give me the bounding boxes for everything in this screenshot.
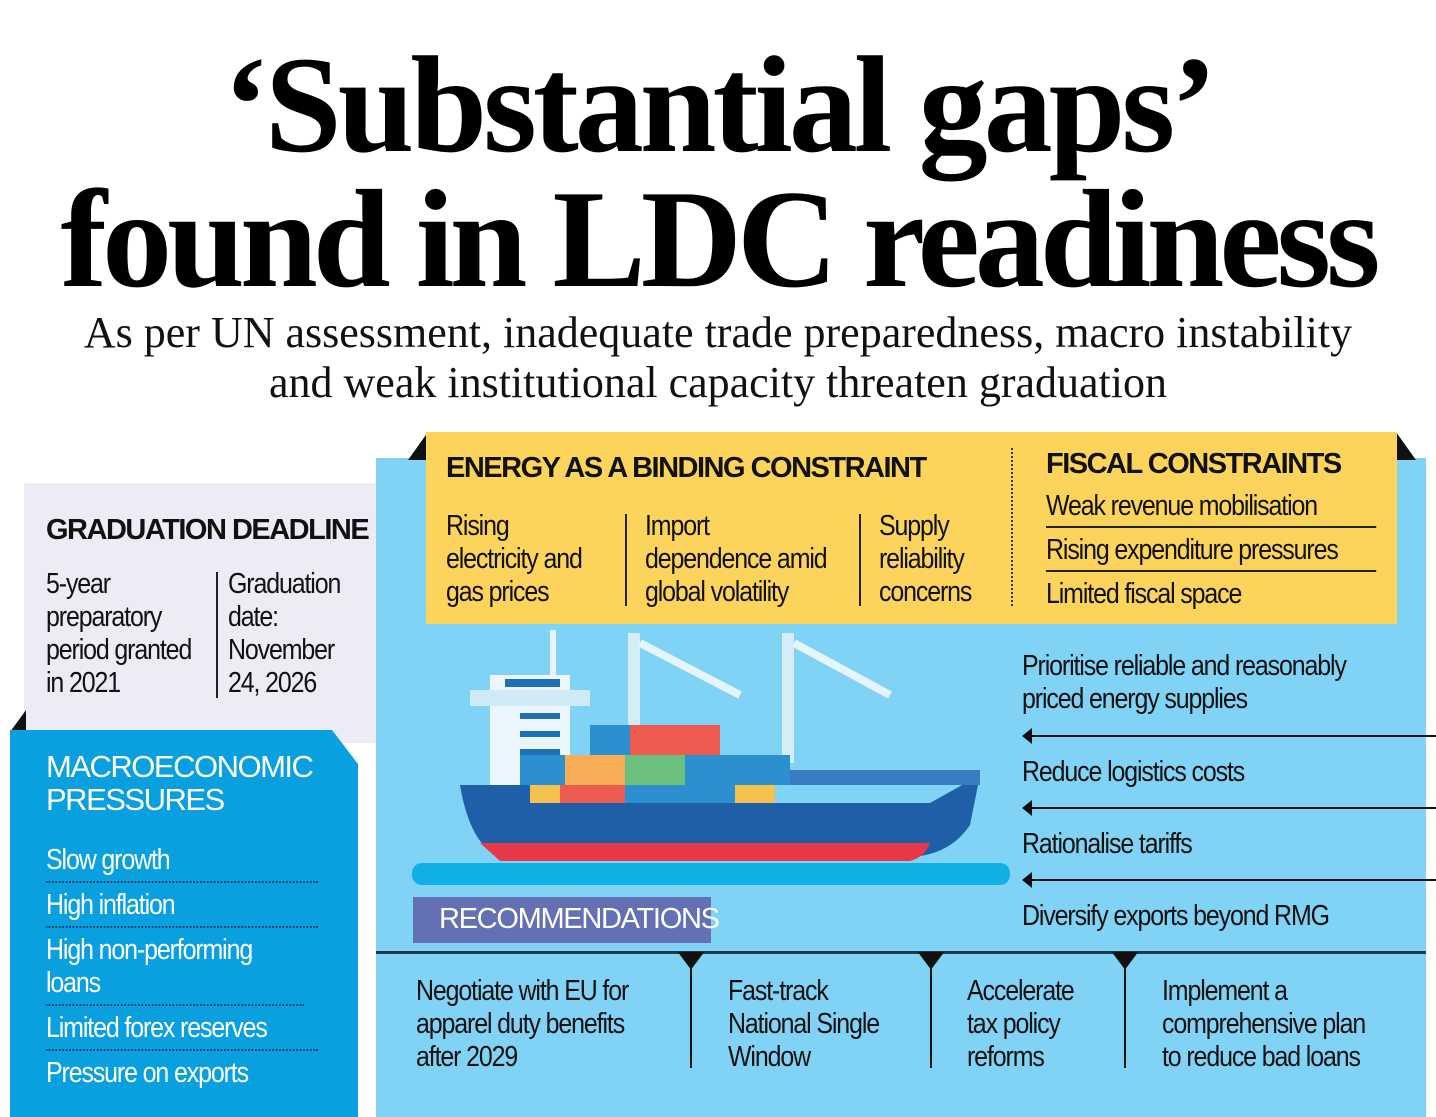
graduation-left: 5-year preparatory period granted in 202… bbox=[46, 568, 192, 700]
headline-line-1: ‘Substantial gaps’ bbox=[222, 28, 1217, 181]
macro-item: Limited forex reserves bbox=[46, 1006, 318, 1051]
text-line: Prioritise reliable and reasonably bbox=[1022, 650, 1347, 682]
graduation-panel bbox=[24, 483, 384, 743]
energy-fiscal-panel bbox=[426, 432, 1397, 624]
macro-heading: MACROECONOMIC PRESSURES bbox=[46, 749, 314, 817]
text-line: date: bbox=[228, 601, 279, 633]
text-line: Import bbox=[645, 510, 710, 542]
text-line: comprehensive plan bbox=[1162, 1008, 1366, 1040]
text-line: electricity and bbox=[446, 543, 583, 575]
energy-col-3: Supply reliability concerns bbox=[879, 510, 972, 609]
text-line: period granted bbox=[46, 634, 192, 666]
text-line: priced energy supplies bbox=[1022, 683, 1248, 715]
divider bbox=[216, 572, 218, 698]
divider bbox=[859, 514, 861, 606]
fiscal-item: Weak revenue mobilisation bbox=[1046, 490, 1377, 528]
energy-col-1: Rising electricity and gas prices bbox=[446, 510, 583, 609]
text-line: after 2029 bbox=[416, 1041, 518, 1073]
fold-corner-icon bbox=[10, 710, 26, 732]
graduation-right: Graduation date: November 24, 2026 bbox=[228, 568, 341, 700]
fiscal-item: Limited fiscal space bbox=[1046, 578, 1242, 610]
rec-tariffs: Rationalise tariffs bbox=[1022, 828, 1193, 860]
rec-exports: Diversify exports beyond RMG bbox=[1022, 900, 1330, 932]
arrow-lines bbox=[1022, 728, 1436, 888]
subtitle-line-2: and weak institutional capacity threaten… bbox=[268, 358, 1167, 407]
heading-line: MACROECONOMIC bbox=[46, 749, 314, 784]
text-line: dependence amid bbox=[645, 543, 828, 575]
macro-item: Slow growth bbox=[46, 844, 318, 883]
graduation-heading: GRADUATION DEADLINE bbox=[46, 514, 370, 546]
subtitle-line-1: As per UN assessment, inadequate trade p… bbox=[83, 308, 1353, 357]
fiscal-list: Weak revenue mobilisation Rising expendi… bbox=[1046, 490, 1377, 611]
text-line: in 2021 bbox=[46, 667, 121, 699]
container-ship-illustration bbox=[412, 630, 1010, 885]
macro-item: Pressure on exports bbox=[46, 1057, 249, 1089]
heading-line: PRESSURES bbox=[46, 782, 225, 817]
text-line: Supply bbox=[879, 510, 950, 542]
divider bbox=[625, 514, 627, 606]
text-line: Accelerate bbox=[967, 975, 1075, 1007]
rec-logistics: Reduce logistics costs bbox=[1022, 756, 1245, 788]
rec-energy: Prioritise reliable and reasonably priced… bbox=[1022, 650, 1347, 716]
text-line: reforms bbox=[967, 1041, 1045, 1073]
recommendation-3: Accelerate tax policy reforms bbox=[967, 975, 1075, 1074]
recommendation-4: Implement a comprehensive plan to reduce b… bbox=[1162, 975, 1366, 1074]
triangle-marker-icon bbox=[677, 952, 705, 970]
text-line: Negotiate with EU for bbox=[416, 975, 629, 1007]
text-line: preparatory bbox=[46, 601, 162, 633]
arrow-left-icon bbox=[1022, 728, 1436, 744]
energy-col-2: Import dependence amid global volatility bbox=[645, 510, 828, 609]
divider-line bbox=[376, 951, 1426, 954]
triangle-marker-icon bbox=[917, 952, 945, 970]
text-line: Rising bbox=[446, 510, 510, 542]
text-line: tax policy bbox=[967, 1008, 1061, 1040]
text-line: Window bbox=[728, 1041, 811, 1073]
text-line: Fast-track bbox=[728, 975, 829, 1007]
text-line: 5-year bbox=[46, 568, 111, 600]
text-line: concerns bbox=[879, 576, 972, 608]
fiscal-item: Rising expenditure pressures bbox=[1046, 528, 1377, 572]
headline-line-2: found in LDC readiness bbox=[60, 162, 1380, 317]
energy-heading: ENERGY AS A BINDING CONSTRAINT bbox=[446, 452, 927, 484]
macro-item: High non-performing loans bbox=[46, 928, 304, 1006]
arrow-left-icon bbox=[1022, 872, 1436, 888]
column-dividers bbox=[677, 952, 1139, 1068]
recommendation-2: Fast-track National Single Window bbox=[728, 975, 880, 1074]
fold-corner-icon bbox=[1396, 432, 1416, 460]
dotted-divider bbox=[1011, 448, 1013, 606]
text-line: Graduation bbox=[228, 568, 341, 600]
text-line: gas prices bbox=[446, 576, 550, 608]
macro-item: High inflation bbox=[46, 883, 318, 928]
text-line: Implement a bbox=[1162, 975, 1288, 1007]
triangle-marker-icon bbox=[1111, 952, 1139, 970]
arrow-left-icon bbox=[1022, 800, 1436, 816]
text-line: National Single bbox=[728, 1008, 880, 1040]
recommendation-1: Negotiate with EU for apparel duty benefi… bbox=[416, 975, 629, 1074]
text-line: to reduce bad loans bbox=[1162, 1041, 1361, 1073]
text-line: November bbox=[228, 634, 335, 666]
recommendations-label: RECOMMENDATIONS bbox=[413, 897, 720, 943]
text-line: global volatility bbox=[645, 576, 789, 608]
text-line: reliability bbox=[879, 543, 965, 575]
fiscal-heading: FISCAL CONSTRAINTS bbox=[1046, 448, 1342, 480]
macro-panel bbox=[10, 730, 358, 1117]
text-line: apparel duty benefits bbox=[416, 1008, 625, 1040]
fold-corner-icon bbox=[408, 432, 428, 460]
macro-list: Slow growth High inflation High non-perf… bbox=[46, 844, 318, 1094]
text-line: 24, 2026 bbox=[228, 667, 317, 699]
subtitle: As per UN assessment, inadequate trade p… bbox=[0, 308, 1436, 408]
